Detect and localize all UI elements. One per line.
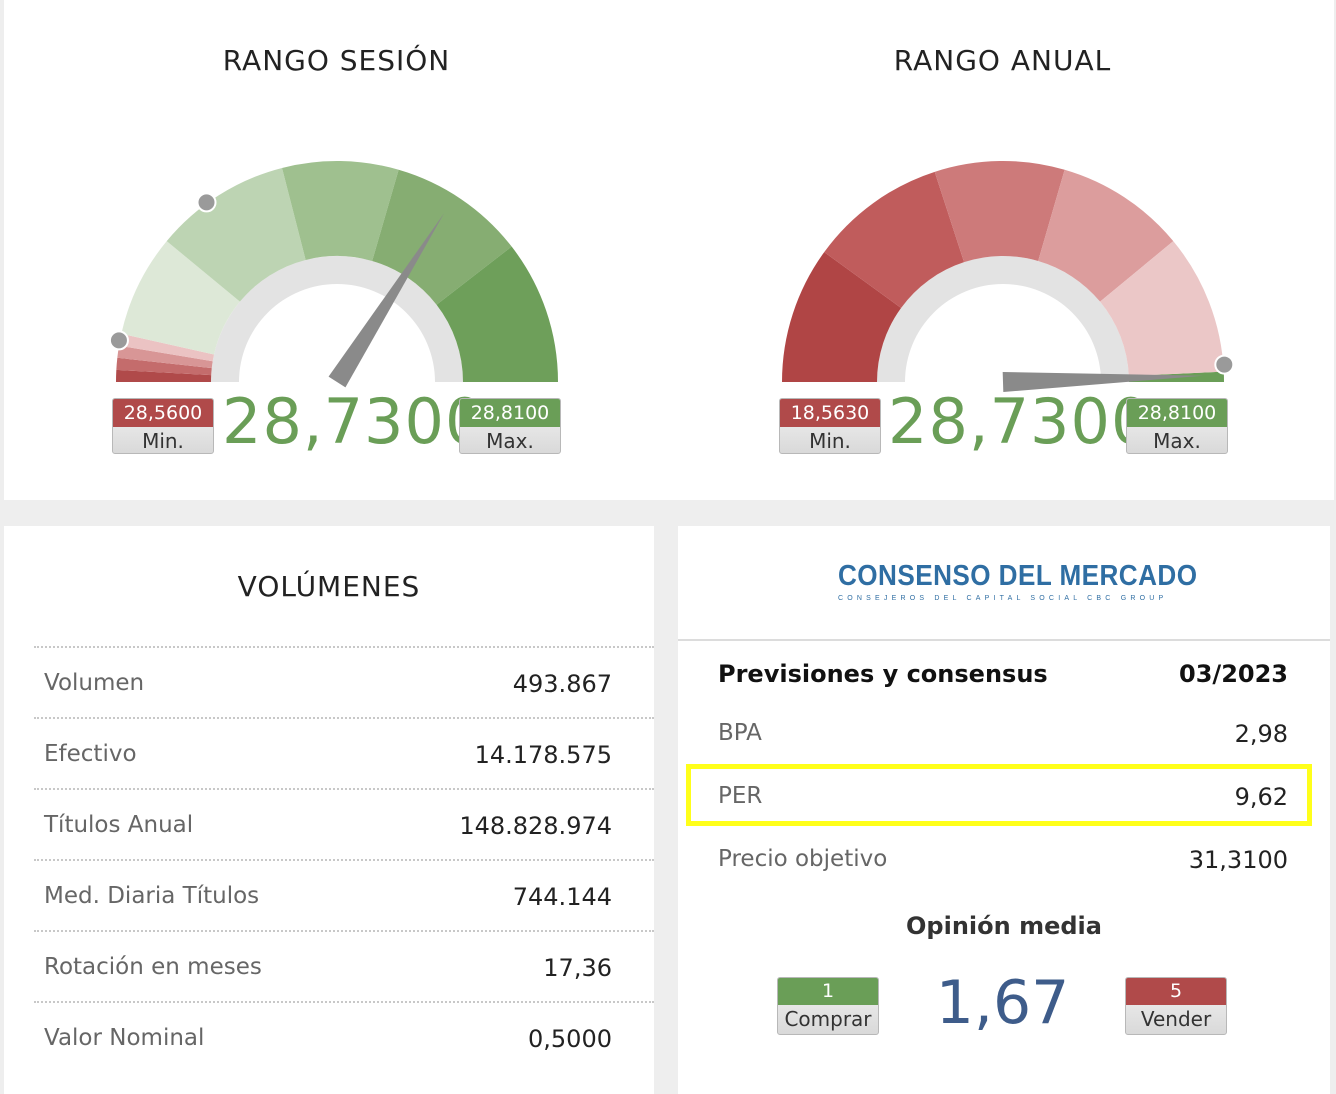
session-min-badge: 28,5600 Min. [112,398,214,454]
volume-row-value: 14.178.575 [474,741,612,769]
annual-max-label: Max. [1153,429,1201,453]
forecast-row-value: 9,62 [1234,783,1288,811]
forecast-heading: Previsiones y consensus [718,660,1048,688]
volume-row-value: 148.828.974 [459,812,612,840]
annual-range-title: RANGO ANUAL [893,44,1112,77]
volume-row-value: 17,36 [543,954,612,982]
gauge-marker-knob [1214,354,1235,375]
forecast-header: Previsiones y consensus 03/2023 [718,660,1288,700]
volume-row: Rotación en meses 17,36 [34,930,654,1001]
session-max-label: Max. [486,429,534,453]
forecast-row-label: BPA [718,720,762,746]
volume-row-value: 0,5000 [528,1025,612,1053]
volume-row: Med. Diaria Títulos 744.144 [34,859,654,930]
gauge-segment [1038,169,1174,302]
forecast-row-per: PER 9,62 [718,783,1288,823]
forecast-row-value: 2,98 [1234,720,1288,748]
volume-row: Valor Nominal 0,5000 [34,1001,654,1072]
volume-row-value: 493.867 [512,670,612,698]
annual-max-value: 28,8100 [1127,399,1227,427]
consenso-mercado-logo[interactable]: CONSENSO DEL MERCADO CONSEJEROS DEL CAPI… [838,560,1198,610]
annual-min-value: 18,5630 [780,399,880,427]
gauge-inner-track [877,256,1129,382]
sell-label: Vender [1140,1007,1212,1031]
gauge-marker-knob [108,330,129,351]
session-range-title: RANGO SESIÓN [222,44,451,77]
annual-min-label: Min. [809,429,851,453]
volumes-panel [4,526,654,1094]
gauge-segment [824,171,965,308]
volume-row-label: Rotación en meses [44,954,262,980]
gauge-band [116,357,212,376]
session-current-price: 28,7300 [222,385,486,458]
forecast-row-label: PER [718,783,763,809]
volumes-title: VOLÚMENES [237,570,421,603]
volume-row-value: 744.144 [512,883,612,911]
session-min-label: Min. [142,429,184,453]
gauge-segment [436,246,558,382]
session-min-value: 28,5600 [113,399,213,427]
per-highlight-box [686,764,1312,826]
gauge-segment [166,167,306,302]
annual-gauge-dial [782,161,1235,392]
volume-row-label: Valor Nominal [44,1025,205,1051]
average-opinion-title: Opinión media [906,912,1102,940]
volume-row: Volumen 493.867 [34,646,654,717]
forecast-row-value: 31,3100 [1188,846,1288,874]
forecast-row-bpa: BPA 2,98 [718,720,1288,760]
gauge-band [116,369,212,382]
annual-min-badge: 18,5630 Min. [779,398,881,454]
session-max-value: 28,8100 [460,399,560,427]
average-opinion-value: 1,67 [935,968,1070,1038]
annual-current-price: 28,7300 [888,385,1152,458]
forecast-date: 03/2023 [1179,660,1288,688]
forecast-row-target-price: Precio objetivo 31,3100 [718,846,1288,886]
session-range-gauge: RANGO SESIÓN 28,5600 Min. 28,7300 28,810… [4,0,669,500]
gauge-marker-knob [196,192,217,213]
gauge-segment [934,161,1065,263]
session-max-badge: 28,8100 Max. [459,398,561,454]
gauge-needle [328,213,445,388]
volume-row-label: Med. Diaria Títulos [44,883,260,909]
session-gauge-dial [108,160,558,388]
forecast-row-label: Precio objetivo [718,846,888,872]
logo-title: CONSENSO DEL MERCADO [838,560,1198,592]
gauge-segment [1100,241,1224,377]
gauge-segment [782,252,902,382]
buy-count: 1 [778,978,878,1005]
sell-count: 5 [1126,978,1226,1005]
buy-count-badge: 1 Comprar [777,977,879,1035]
gauge-needle [1002,372,1203,392]
logo-subtitle: CONSEJEROS DEL CAPITAL SOCIAL CBC GROUP [838,595,1168,602]
gauge-band [117,345,213,369]
gauge-segment [282,160,399,262]
volume-row-label: Efectivo [44,741,137,767]
annual-range-gauge: RANGO ANUAL 18,5630 Min. 28,7300 28,8100… [670,0,1335,500]
consensus-divider [678,639,1330,641]
annual-max-badge: 28,8100 Max. [1126,398,1228,454]
gauge-band [118,333,215,362]
buy-label: Comprar [784,1007,872,1031]
gauge-segment [121,241,240,355]
volume-row-label: Volumen [44,670,145,696]
volume-row: Efectivo 14.178.575 [34,717,654,788]
volume-row: Títulos Anual 148.828.974 [34,788,654,859]
volume-row-label: Títulos Anual [44,812,194,838]
sell-count-badge: 5 Vender [1125,977,1227,1035]
